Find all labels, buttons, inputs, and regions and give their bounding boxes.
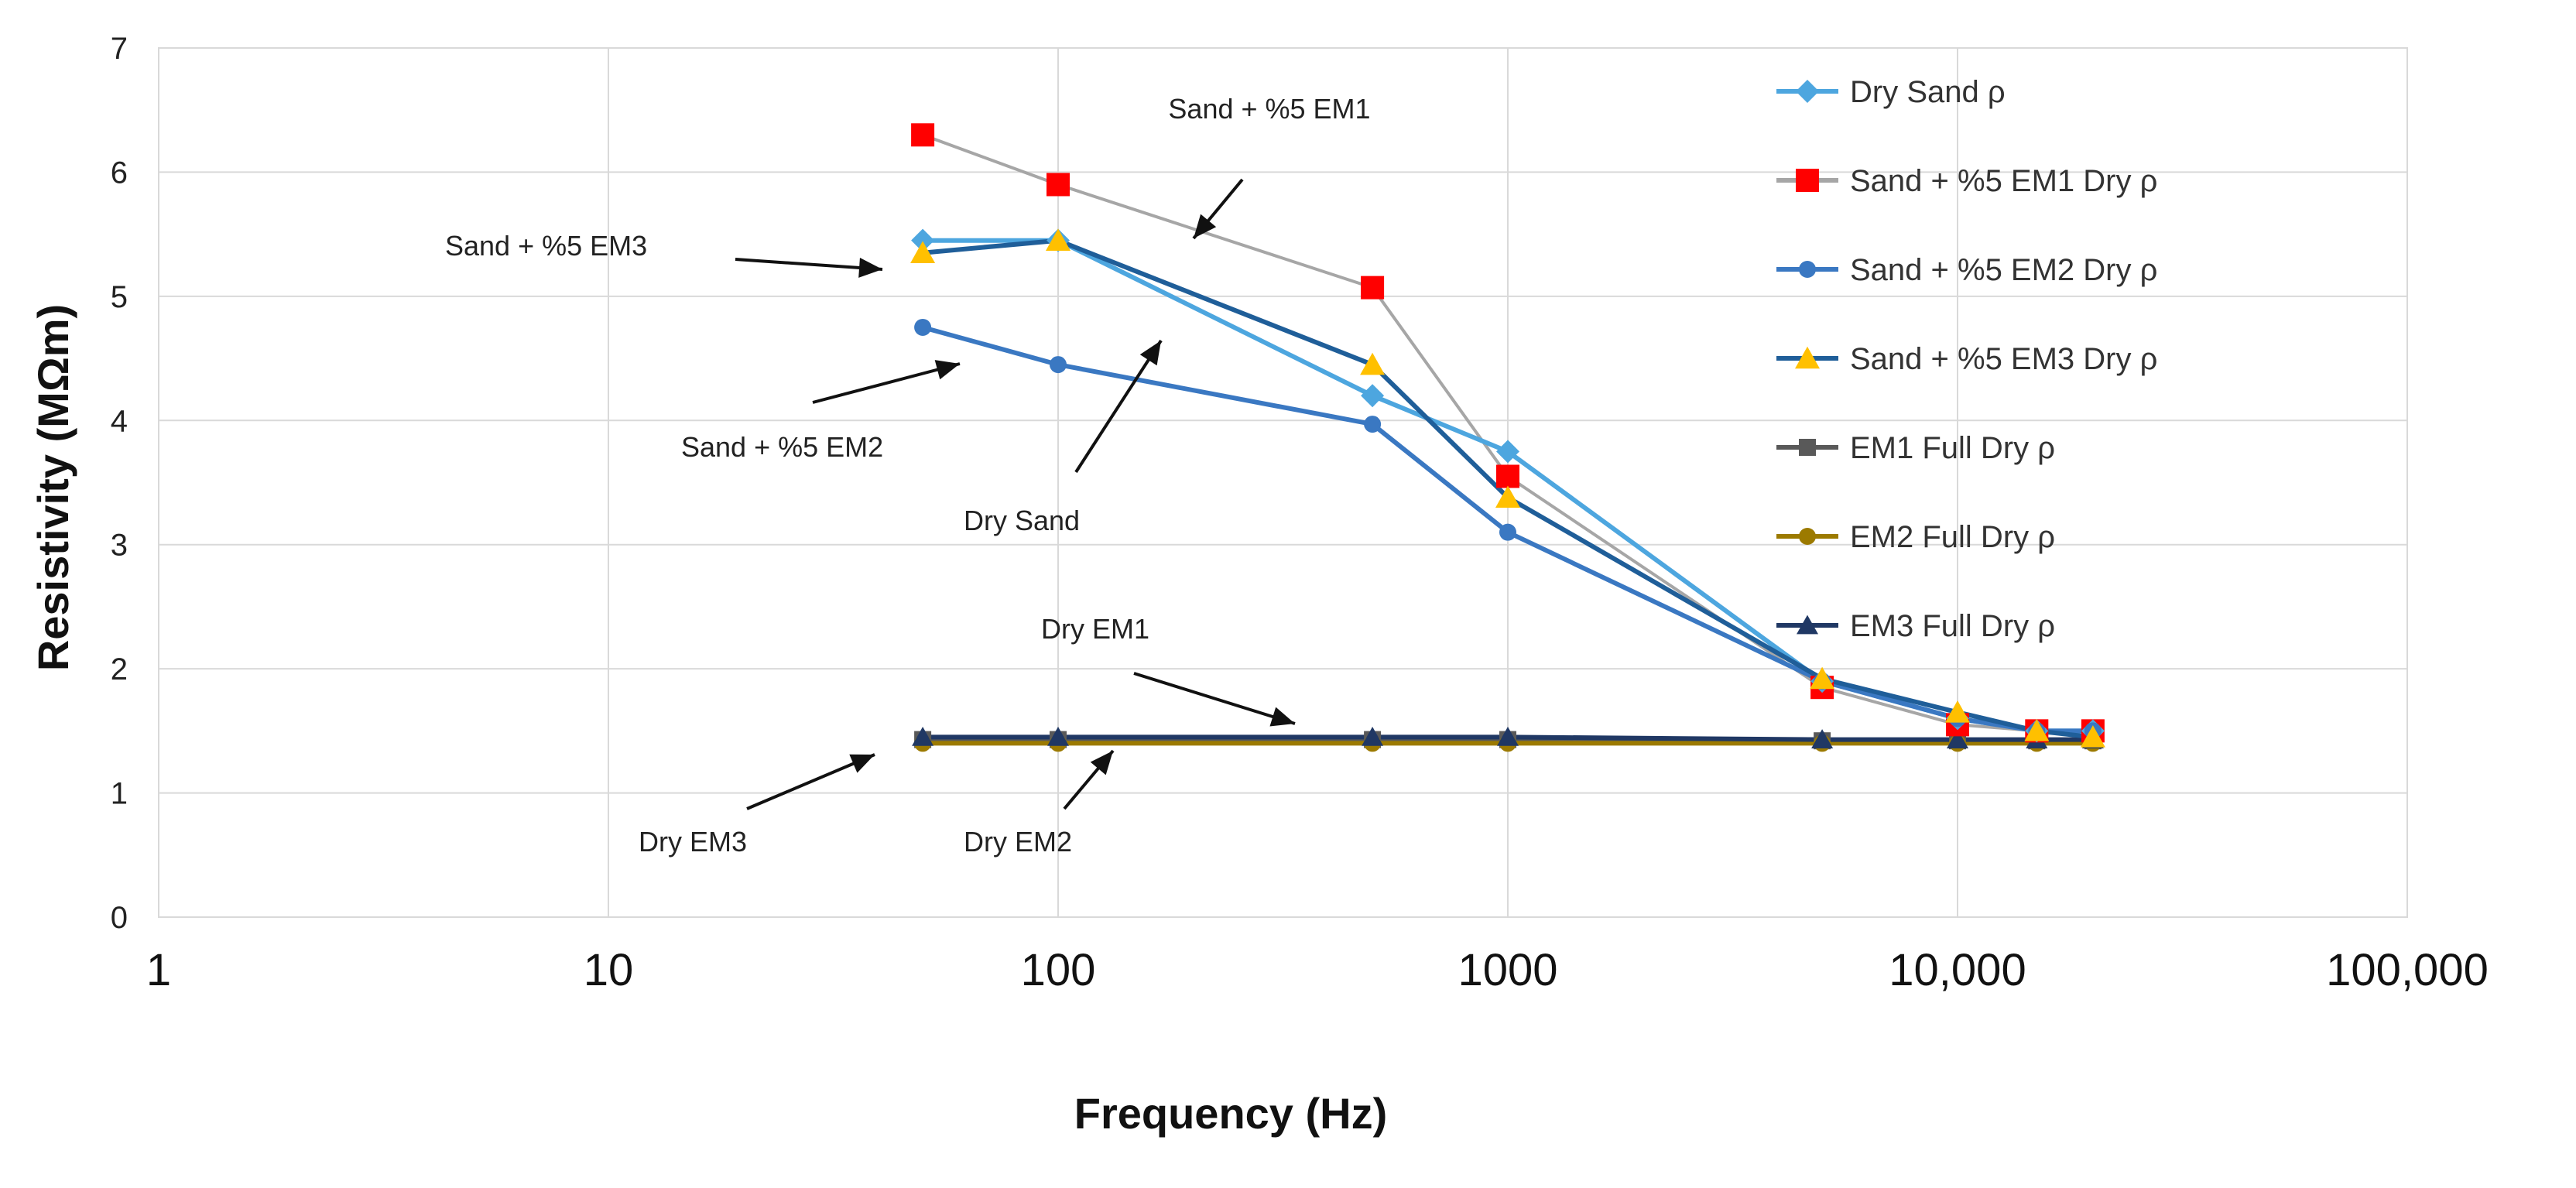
legend: Dry Sand ρ Sand + %5 EM1 Dry ρ Sand + %5 E… xyxy=(1776,75,2157,643)
data-point-em1-dry xyxy=(1361,276,1385,300)
data-point-em2-dry xyxy=(1499,523,1516,541)
annotation-arrow-head xyxy=(1090,751,1113,775)
y-tick-label: 5 xyxy=(111,280,128,314)
data-point-em1-dry xyxy=(1046,173,1070,197)
data-point-em3-dry xyxy=(1360,352,1386,375)
legend-marker-em1-dry xyxy=(1796,169,1819,192)
data-point-em1-dry xyxy=(911,123,935,147)
x-tick-label: 100 xyxy=(1021,945,1096,995)
x-axis-title: Frequency (Hz) xyxy=(1074,1089,1388,1138)
annotation-label: Dry EM2 xyxy=(964,826,1072,858)
legend-label: EM2 Full Dry ρ xyxy=(1850,520,2055,554)
data-point-em1-dry xyxy=(1496,464,1519,488)
series-lines xyxy=(922,133,2094,746)
data-point-dry-sand xyxy=(911,228,935,252)
data-point-em3-full xyxy=(1047,726,1069,746)
data-point-em3-dry xyxy=(1810,666,1835,690)
data-point-dry-sand xyxy=(1361,384,1385,408)
data-point-em2-dry xyxy=(1364,416,1382,433)
annotation-arrow-shaft xyxy=(812,362,961,404)
x-tick-label: 10,000 xyxy=(1889,945,2026,995)
data-point-em3-dry xyxy=(1046,228,1070,251)
y-tick-label: 0 xyxy=(111,901,128,935)
legend-marker-em3-full xyxy=(1797,615,1818,635)
legend-label: EM1 Full Dry ρ xyxy=(1850,431,2055,465)
annotation-label: Dry Sand xyxy=(964,505,1080,536)
y-tick-label: 3 xyxy=(111,529,128,563)
legend-marker-em2-dry xyxy=(1799,261,1816,278)
legend-marker-em3-dry xyxy=(1795,346,1820,369)
annotation-label: Sand + %5 EM3 xyxy=(445,230,647,262)
annotation-arrow-head xyxy=(1194,214,1217,238)
legend-marker-dry-sand xyxy=(1796,80,1819,103)
annotation-arrow-shaft xyxy=(1133,672,1296,725)
annotation-label: Dry EM3 xyxy=(639,826,747,858)
legend-label: Sand + %5 EM1 Dry ρ xyxy=(1850,164,2157,198)
series-line-em3-full xyxy=(923,734,2093,742)
data-point-em3-full xyxy=(912,726,934,746)
legend-marker-em1-full xyxy=(1799,439,1816,456)
data-point-em3-full xyxy=(1947,729,1968,748)
legend-label: Sand + %5 EM2 Dry ρ xyxy=(1850,253,2157,287)
x-tick-label: 1 xyxy=(146,945,171,995)
x-tick-label: 100,000 xyxy=(2326,945,2489,995)
legend-label: Sand + %5 EM3 Dry ρ xyxy=(1850,342,2157,376)
annotation-arrow-shaft xyxy=(735,258,883,271)
annotations: Sand + %5 EM1 Sand + %5 EM3 Sand + %5 EM2 D… xyxy=(445,93,1371,858)
data-point-em3-full xyxy=(1811,729,1834,748)
data-point-em2-dry xyxy=(1050,356,1067,374)
x-tick-label: 10 xyxy=(584,945,634,995)
annotation-label: Dry EM1 xyxy=(1041,613,1149,645)
y-tick-label: 4 xyxy=(111,404,128,438)
data-point-em3-dry xyxy=(2024,719,2050,741)
grid xyxy=(158,47,2408,918)
y-axis-title: Resistivity (MΩm) xyxy=(29,304,77,671)
y-tick-label: 1 xyxy=(111,777,128,811)
legend-label: Dry Sand ρ xyxy=(1850,75,2006,109)
y-tick-label: 2 xyxy=(111,652,128,686)
data-point-em3-dry xyxy=(2080,725,2105,748)
data-point-em3-dry xyxy=(1495,485,1520,508)
y-tick-label: 6 xyxy=(111,156,128,190)
annotation-arrow-head xyxy=(934,360,960,380)
annotation-arrow-head xyxy=(1139,341,1161,366)
y-tick-label: 7 xyxy=(111,32,128,66)
data-point-em2-dry xyxy=(914,318,932,336)
annotation-arrow-head xyxy=(858,257,882,278)
data-point-dry-sand xyxy=(1496,440,1519,464)
legend-label: EM3 Full Dry ρ xyxy=(1850,609,2055,643)
series-line-em3-dry xyxy=(922,238,2094,740)
annotation-label: Sand + %5 EM2 xyxy=(681,431,883,463)
x-tick-label: 1000 xyxy=(1458,945,1557,995)
annotation-arrow-head xyxy=(849,754,875,773)
data-point-em3-dry xyxy=(1945,700,1970,723)
annotation-label: Sand + %5 EM1 xyxy=(1168,93,1370,125)
data-point-em3-full xyxy=(1497,726,1519,746)
annotation-arrow-shaft xyxy=(1074,339,1163,474)
series-markers xyxy=(910,123,2105,752)
data-point-em3-dry xyxy=(910,241,936,264)
data-point-em3-full xyxy=(1362,726,1384,746)
legend-marker-em2-full xyxy=(1799,528,1816,545)
annotation-arrow-head xyxy=(1269,707,1295,727)
